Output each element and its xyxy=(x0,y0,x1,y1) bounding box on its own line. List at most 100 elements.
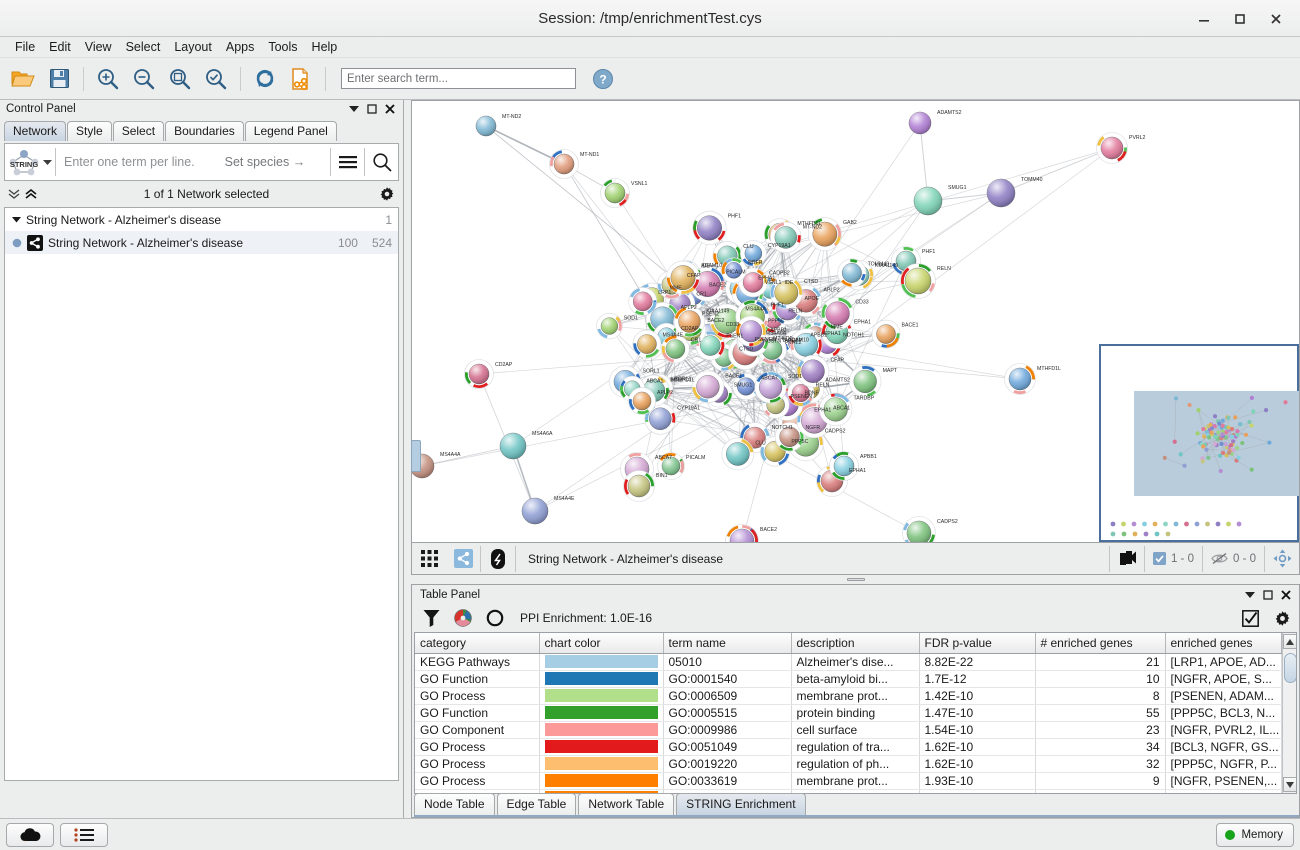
network-group-row[interactable]: String Network - Alzheimer's disease 1 xyxy=(5,208,398,231)
annotation-icon[interactable] xyxy=(481,544,515,574)
network-node[interactable] xyxy=(464,359,494,389)
filter-icon[interactable] xyxy=(420,607,442,629)
network-node[interactable] xyxy=(807,217,842,252)
maximize-icon[interactable] xyxy=(1222,4,1258,34)
string-species-caret-icon[interactable] xyxy=(43,159,55,166)
column-header-fdr[interactable]: FDR p-value xyxy=(919,633,1036,654)
table-row[interactable]: GO Function GO:0001540 beta-amyloid bi... 1… xyxy=(415,670,1282,688)
network-node[interactable] xyxy=(632,329,662,359)
tab-edge-table[interactable]: Edge Table xyxy=(496,793,577,815)
menu-edit[interactable]: Edit xyxy=(49,40,71,54)
network-node[interactable] xyxy=(902,516,936,543)
expand-triangle-icon[interactable] xyxy=(9,216,23,223)
network-node[interactable] xyxy=(829,451,859,481)
network-node[interactable] xyxy=(789,328,823,362)
network-item-row[interactable]: String Network - Alzheimer's disease 100… xyxy=(5,231,398,254)
network-node[interactable] xyxy=(623,470,655,502)
network-node[interactable] xyxy=(738,267,768,298)
menu-view[interactable]: View xyxy=(84,40,112,54)
menu-file[interactable]: File xyxy=(15,40,36,54)
network-node[interactable] xyxy=(740,240,767,267)
network-node[interactable] xyxy=(628,387,656,415)
tab-select[interactable]: Select xyxy=(112,121,165,141)
fit-content-icon[interactable] xyxy=(1265,544,1299,574)
network-node[interactable] xyxy=(596,312,623,340)
network-node[interactable] xyxy=(769,276,803,310)
network-overview[interactable] xyxy=(1099,344,1299,542)
network-node[interactable] xyxy=(521,497,549,525)
network-node[interactable] xyxy=(732,372,760,401)
menu-help[interactable]: Help xyxy=(311,40,338,54)
network-node[interactable] xyxy=(986,178,1016,208)
selected-nodes-indicator[interactable]: 1 - 0 xyxy=(1145,552,1202,565)
tab-network-table[interactable]: Network Table xyxy=(578,793,675,815)
network-node[interactable] xyxy=(721,437,755,471)
network-node[interactable] xyxy=(820,296,855,331)
table-panel-close-icon[interactable] xyxy=(1277,589,1295,600)
menu-select[interactable]: Select xyxy=(125,40,161,54)
expand-all-icon[interactable] xyxy=(21,188,38,200)
table-row[interactable]: GO Process GO:0006509 membrane prot... 1.42… xyxy=(415,687,1282,705)
menu-apps[interactable]: Apps xyxy=(225,40,255,54)
network-scroll-handle[interactable] xyxy=(411,440,421,472)
table-row[interactable]: GO Function GO:0005515 protein binding 1.47… xyxy=(415,704,1282,722)
scroll-up-arrow-icon[interactable] xyxy=(1282,634,1296,649)
share-network-icon[interactable] xyxy=(446,544,480,574)
network-node[interactable] xyxy=(725,524,759,543)
zoom-out-icon[interactable] xyxy=(127,62,161,96)
string-search-icon[interactable] xyxy=(365,144,398,180)
tab-legend-panel[interactable]: Legend Panel xyxy=(244,121,337,141)
table-row[interactable]: GO Process GO:0033619 membrane prot... 1.93… xyxy=(415,772,1282,790)
help-icon[interactable]: ? xyxy=(590,66,616,92)
network-node[interactable] xyxy=(689,266,726,302)
table-row[interactable]: GO Process GO:0019220 regulation of ph... 1… xyxy=(415,755,1282,773)
network-node[interactable] xyxy=(661,334,690,364)
table-row[interactable]: GO Process GO:0050435beta-amyloid m...2.0… xyxy=(415,789,1282,793)
network-node[interactable] xyxy=(913,186,943,216)
panel-menu-caret-icon[interactable] xyxy=(345,105,363,113)
table-vertical-scrollbar[interactable] xyxy=(1281,633,1296,793)
tab-boundaries[interactable]: Boundaries xyxy=(165,121,244,141)
panel-close-icon[interactable] xyxy=(381,104,399,114)
network-node[interactable] xyxy=(673,305,706,338)
column-header-description[interactable]: description xyxy=(791,633,920,654)
network-node[interactable] xyxy=(600,178,630,208)
network-node[interactable] xyxy=(644,402,677,435)
close-icon[interactable] xyxy=(1258,4,1294,34)
network-node[interactable] xyxy=(691,370,725,403)
collapse-all-icon[interactable] xyxy=(4,188,21,200)
column-header-gene-count[interactable]: # enriched genes xyxy=(1035,633,1166,654)
refresh-icon[interactable] xyxy=(248,62,282,96)
scroll-down-arrow-icon[interactable] xyxy=(1282,777,1296,792)
tab-node-table[interactable]: Node Table xyxy=(414,793,495,815)
panel-splitter[interactable] xyxy=(411,575,1300,584)
zoom-in-icon[interactable] xyxy=(91,62,125,96)
search-input[interactable]: Enter search term... xyxy=(341,68,576,89)
network-list[interactable]: String Network - Alzheimer's disease 1 xyxy=(4,207,399,781)
column-header-enriched-genes[interactable]: enriched genes xyxy=(1165,633,1282,654)
table-row[interactable]: GO Process GO:0051049 regulation of tra...… xyxy=(415,738,1282,756)
save-icon[interactable] xyxy=(42,62,76,96)
table-row[interactable]: GO Component GO:0009986 cell surface 1.54E-… xyxy=(415,721,1282,739)
open-folder-icon[interactable] xyxy=(6,62,40,96)
network-node[interactable] xyxy=(1004,363,1036,395)
network-node[interactable] xyxy=(796,354,830,388)
column-header-chart-color[interactable]: chart color xyxy=(539,633,664,654)
table-row[interactable]: KEGG Pathways 05010 Alzheimer's dise... 8.8… xyxy=(415,653,1282,671)
network-node[interactable] xyxy=(692,210,727,246)
network-node[interactable] xyxy=(549,149,579,179)
network-node[interactable] xyxy=(849,365,882,398)
cloud-icon[interactable] xyxy=(6,822,54,847)
network-canvas[interactable]: PHF1 RELN CLU MME CYP19A1 BACE1 ADAM10 PSENEN NO… xyxy=(411,100,1300,543)
table-settings-gear-icon[interactable] xyxy=(1271,607,1293,629)
grid-layout-icon[interactable] xyxy=(412,544,446,574)
network-node[interactable] xyxy=(735,315,767,347)
menu-tools[interactable]: Tools xyxy=(268,40,298,54)
network-node[interactable] xyxy=(770,221,802,254)
network-node[interactable] xyxy=(871,319,901,349)
network-node[interactable] xyxy=(774,422,805,452)
network-settings-gear-icon[interactable] xyxy=(375,186,399,202)
network-node[interactable] xyxy=(837,258,867,288)
tab-string-enrichment[interactable]: STRING Enrichment xyxy=(676,793,806,815)
network-node[interactable] xyxy=(628,287,658,316)
